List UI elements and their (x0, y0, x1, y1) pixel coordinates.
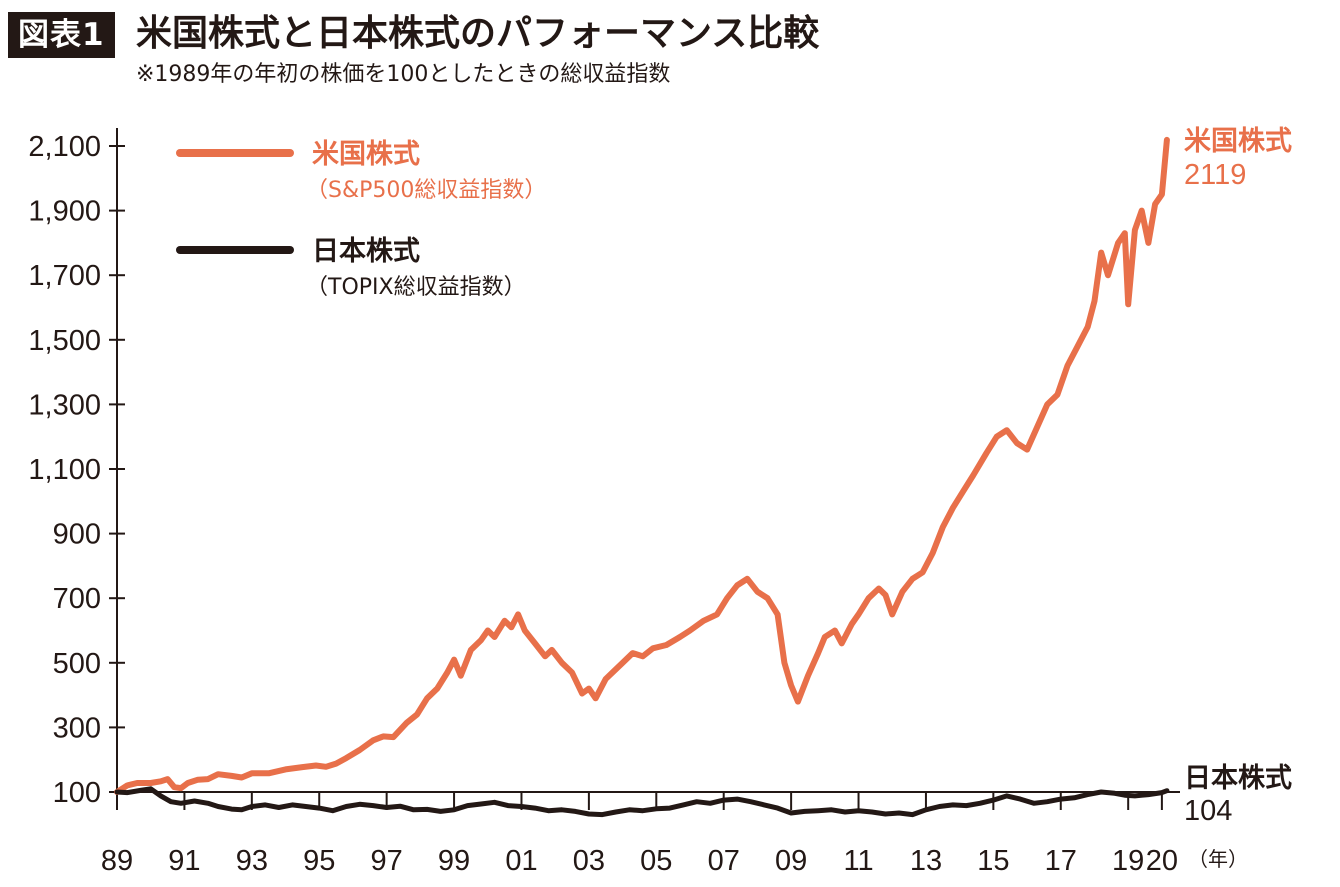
y-tick-label: 500 (53, 648, 101, 680)
x-tick-label: 99 (438, 845, 470, 877)
jp-end-value: 104 (1184, 795, 1232, 827)
x-tick-label: 17 (1045, 845, 1077, 877)
legend-jp-sublabel: （TOPIX総収益指数） (306, 275, 526, 300)
us-end-label: 米国株式 (1184, 126, 1292, 157)
x-tick-label: 07 (708, 845, 740, 877)
x-tick-label: 05 (640, 845, 672, 877)
x-tick-label: 89 (101, 845, 133, 877)
x-tick-label: 91 (168, 845, 200, 877)
x-tick-label: 97 (371, 845, 403, 877)
us-stock-series-line (114, 136, 1170, 795)
chart-title: 米国株式と日本株式のパフォーマンス比較 (136, 13, 820, 54)
jp-stock-series-line (114, 786, 1170, 818)
y-tick-label: 100 (53, 777, 101, 809)
x-tick-label: 03 (573, 845, 605, 877)
x-tick-label: 13 (910, 845, 942, 877)
y-tick-label: 1,700 (28, 260, 101, 292)
x-tick-label: 93 (236, 845, 268, 877)
x-tick-label: 20 (1146, 845, 1178, 877)
y-tick-label: 900 (53, 519, 101, 551)
x-axis-unit: （年） (1188, 847, 1248, 871)
chart-series (114, 136, 1170, 818)
chart-legend: 米国株式 （S&P500総収益指数） 日本株式 （TOPIX総収益指数） (176, 139, 546, 300)
y-tick-label: 1,500 (28, 325, 101, 357)
y-tick-label: 1,300 (28, 389, 101, 421)
legend-jp-label: 日本株式 (312, 236, 420, 267)
x-tick-label: 95 (303, 845, 335, 877)
us-end-value: 2119 (1184, 159, 1246, 191)
legend-us-label: 米国株式 (312, 139, 420, 170)
chart-subtitle: ※1989年の年初の株価を100としたときの総収益指数 (136, 62, 671, 87)
x-tick-label: 01 (505, 845, 537, 877)
x-tick-label: 09 (775, 845, 807, 877)
y-tick-label: 1,100 (28, 454, 101, 486)
legend-us-sublabel: （S&P500総収益指数） (306, 178, 546, 203)
x-tick-label: 19 (1112, 845, 1144, 877)
y-tick-label: 300 (53, 712, 101, 744)
y-tick-label: 2,100 (28, 131, 101, 163)
x-tick-label: 15 (977, 845, 1009, 877)
jp-end-label: 日本株式 (1184, 763, 1292, 794)
y-tick-label: 700 (53, 583, 101, 615)
figure-badge: 図表1 (8, 12, 115, 58)
y-tick-label: 1,900 (28, 196, 101, 228)
chart-axes: 2,100 1,900 1,700 1,500 1,300 1,100 900 700 500 3… (28, 128, 1248, 877)
x-tick-label: 11 (843, 845, 873, 877)
